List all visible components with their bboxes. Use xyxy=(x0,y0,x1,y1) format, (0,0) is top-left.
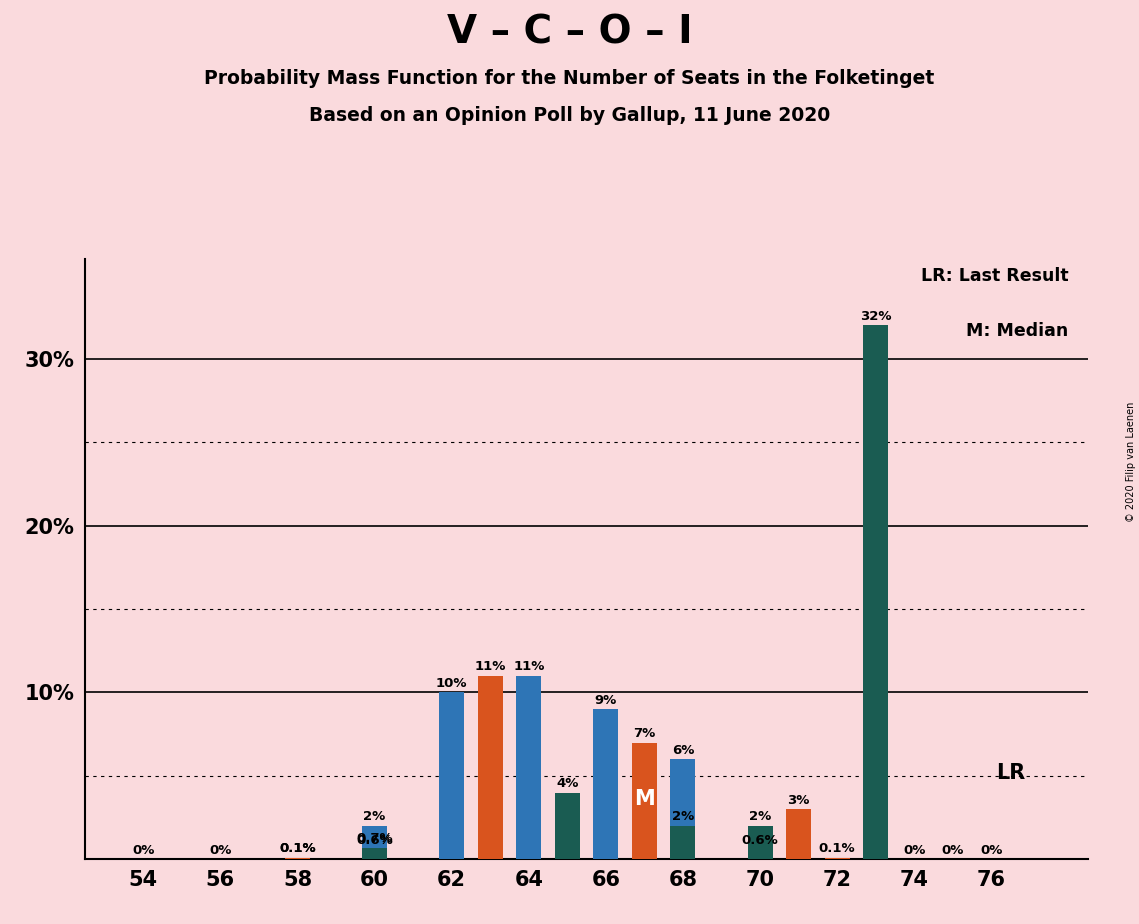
Bar xyxy=(747,849,772,859)
Text: 0%: 0% xyxy=(942,844,964,857)
Bar xyxy=(632,743,657,859)
Text: 4%: 4% xyxy=(556,777,579,790)
Text: Probability Mass Function for the Number of Seats in the Folketinget: Probability Mass Function for the Number… xyxy=(204,69,935,89)
Bar xyxy=(747,826,772,859)
Text: 0%: 0% xyxy=(132,844,155,857)
Bar xyxy=(671,826,696,859)
Bar xyxy=(285,857,310,859)
Text: 2%: 2% xyxy=(672,810,694,823)
Bar xyxy=(362,847,387,859)
Text: 0.6%: 0.6% xyxy=(357,833,393,846)
Text: 6%: 6% xyxy=(672,744,694,757)
Text: 9%: 9% xyxy=(595,694,617,707)
Bar xyxy=(440,692,465,859)
Text: 10%: 10% xyxy=(436,677,467,690)
Text: 0.1%: 0.1% xyxy=(819,842,855,855)
Text: 2%: 2% xyxy=(749,810,771,823)
Text: 0%: 0% xyxy=(903,844,926,857)
Text: LR: LR xyxy=(995,762,1025,783)
Text: 7%: 7% xyxy=(633,727,656,740)
Text: V – C – O – I: V – C – O – I xyxy=(446,14,693,52)
Bar xyxy=(555,793,580,859)
Text: 0.1%: 0.1% xyxy=(279,842,316,855)
Text: 32%: 32% xyxy=(860,310,892,323)
Bar xyxy=(477,675,502,859)
Text: © 2020 Filip van Laenen: © 2020 Filip van Laenen xyxy=(1126,402,1136,522)
Text: 11%: 11% xyxy=(475,661,506,674)
Bar xyxy=(825,857,850,859)
Bar xyxy=(285,857,310,859)
Text: Based on an Opinion Poll by Gallup, 11 June 2020: Based on an Opinion Poll by Gallup, 11 J… xyxy=(309,106,830,126)
Bar xyxy=(362,826,387,859)
Bar xyxy=(516,675,541,859)
Bar xyxy=(671,760,696,859)
Bar xyxy=(593,710,618,859)
Text: M: Median: M: Median xyxy=(966,322,1068,340)
Text: 11%: 11% xyxy=(513,661,544,674)
Bar xyxy=(362,849,387,859)
Text: LR: Last Result: LR: Last Result xyxy=(920,267,1068,286)
Text: 0.1%: 0.1% xyxy=(279,842,316,855)
Text: 0.6%: 0.6% xyxy=(741,833,778,846)
Text: 3%: 3% xyxy=(787,794,810,807)
Bar xyxy=(863,325,888,859)
Text: 0.7%: 0.7% xyxy=(357,833,393,845)
Bar xyxy=(786,809,811,859)
Text: 0%: 0% xyxy=(210,844,231,857)
Text: 2%: 2% xyxy=(363,810,386,823)
Text: 0%: 0% xyxy=(981,844,1002,857)
Text: M: M xyxy=(634,789,655,809)
